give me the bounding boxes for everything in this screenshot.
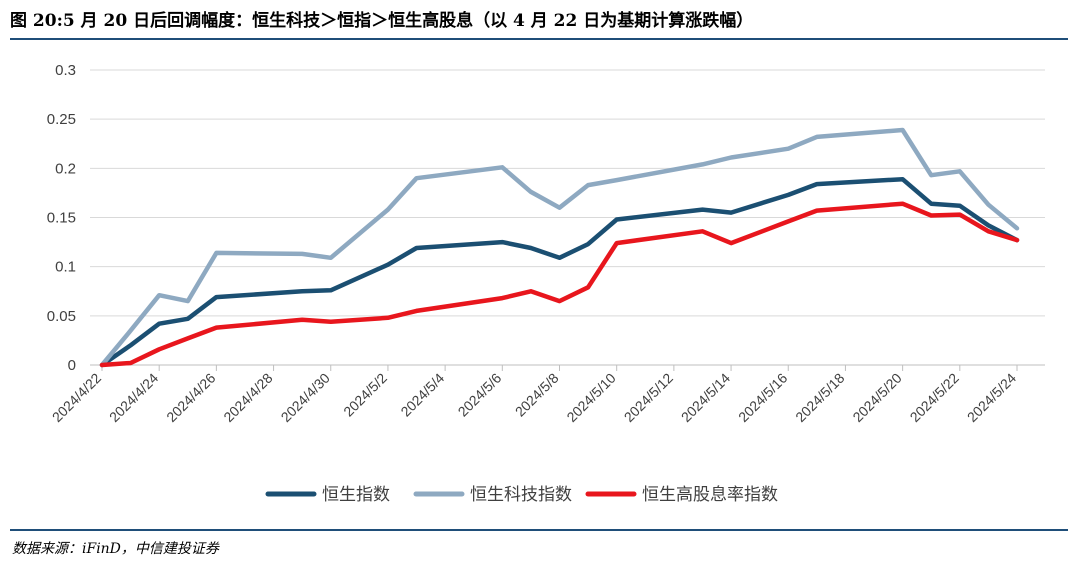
x-tick-label: 2024/5/14 xyxy=(678,370,734,426)
x-tick-label: 2024/5/24 xyxy=(964,370,1020,426)
x-tick-label: 2024/4/26 xyxy=(163,370,219,426)
line-chart: 0 0.05 0.1 0.15 0.2 0.25 0.3 2024/4/22 2024/4/24… xyxy=(47,62,1045,505)
y-tick-label: 0 xyxy=(68,357,76,374)
title-rule xyxy=(10,38,1068,40)
x-tick-label: 2024/4/28 xyxy=(220,370,276,426)
x-tick-label: 2024/5/4 xyxy=(397,370,447,420)
data-source: 数据来源：iFinD，中信建投证券 xyxy=(12,541,219,557)
x-tick-label: 2024/5/16 xyxy=(735,370,791,426)
legend-label-1: 恒生指数 xyxy=(322,485,390,505)
x-tick-label: 2024/5/12 xyxy=(621,370,677,426)
x-tick-label: 2024/5/2 xyxy=(340,370,390,420)
y-tick-label: 0.1 xyxy=(55,259,76,276)
x-tick-label: 2024/5/6 xyxy=(455,370,505,420)
x-tick-label: 2024/4/30 xyxy=(278,370,334,426)
footer-rule xyxy=(10,529,1068,531)
series-line-2 xyxy=(99,127,1020,368)
y-tick-label: 0.25 xyxy=(47,111,76,128)
legend-label-3: 恒生高股息率指数 xyxy=(642,485,778,505)
x-tick-label: 2024/5/10 xyxy=(563,370,619,426)
legend-label-2: 恒生科技指数 xyxy=(470,485,572,505)
x-tick-label: 2024/5/8 xyxy=(512,370,562,420)
y-tick-label: 0.2 xyxy=(55,160,76,177)
y-tick-label: 0.15 xyxy=(47,210,76,227)
series-line-1 xyxy=(99,176,1020,368)
x-tick-label: 2024/5/20 xyxy=(849,370,905,426)
series-line-3 xyxy=(99,201,1020,368)
x-tick-label: 2024/4/22 xyxy=(49,370,105,426)
chart-title: 图 20:5 月 20 日后回调幅度：恒生科技＞恒指＞恒生高股息（以 4 月 2… xyxy=(10,11,754,31)
x-tick-label: 2024/5/18 xyxy=(792,370,848,426)
y-tick-label: 0.3 xyxy=(55,62,76,79)
x-tick-label: 2024/4/24 xyxy=(106,370,162,426)
y-tick-label: 0.05 xyxy=(47,308,76,325)
x-tick-label: 2024/5/22 xyxy=(907,370,963,426)
